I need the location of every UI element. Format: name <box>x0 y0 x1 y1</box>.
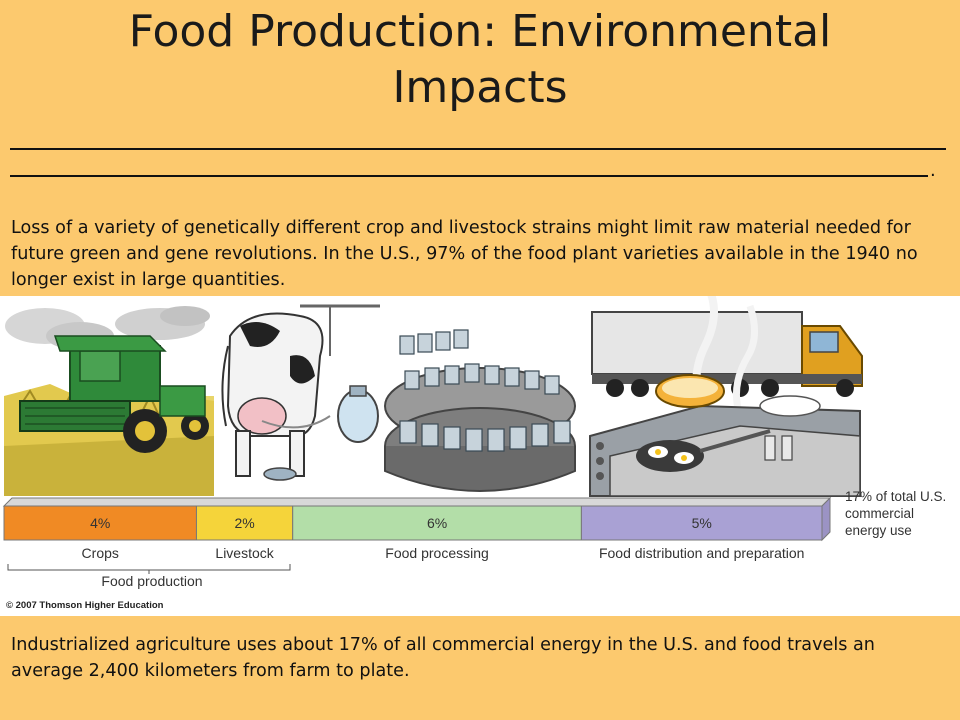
fill-in-blank-line-1 <box>10 148 946 150</box>
bar-segment-processing <box>292 505 582 541</box>
bar-top-face <box>2 497 832 507</box>
paragraph-energy-use: Industrialized agriculture uses about 17… <box>11 635 875 681</box>
paragraph-genetic-diversity: Loss of a variety of genetically differe… <box>11 218 918 290</box>
bar-value-label-livestock: 2% <box>234 515 254 531</box>
bar-category-label-crops: Crops <box>82 545 119 561</box>
bar-value-label-processing: 6% <box>427 515 447 531</box>
bar-category-label-distribution: Food distribution and preparation <box>599 545 804 561</box>
title-line-2: Impacts <box>392 62 568 113</box>
dairy-cow-illustration <box>218 304 380 494</box>
food-processing-illustration <box>384 329 576 492</box>
energy-use-figure: 4% Crops 2% Livestock 6% Food processing 5% Foo… <box>0 296 960 616</box>
bar-segment-distribution <box>580 505 823 541</box>
bar-segment-livestock <box>195 505 294 541</box>
combine-harvester-illustration <box>4 306 214 496</box>
bar-category-label-livestock: Livestock <box>215 545 274 561</box>
blank-period: . <box>930 160 936 181</box>
distribution-kitchen-illustration <box>589 296 863 497</box>
bar-segment-crops <box>3 505 197 541</box>
food-production-bracket <box>7 564 291 571</box>
total-label-line-1: 17% of total U.S. <box>845 489 946 504</box>
title-line-1: Food Production: Environmental <box>128 6 832 57</box>
fill-in-blank-line-2 <box>10 175 928 177</box>
bar-value-label-distribution: 5% <box>692 515 712 531</box>
bar-category-label-processing: Food processing <box>385 545 489 561</box>
bar-side-face <box>821 496 831 542</box>
energy-stacked-bar: 4% Crops 2% Livestock 6% Food processing 5% Foo… <box>2 496 832 561</box>
copyright-notice: © 2007 Thomson Higher Education <box>6 600 164 611</box>
food-production-label: Food production <box>101 573 202 589</box>
slide-title: Food Production: Environmental Impacts <box>0 4 960 116</box>
total-label-line-3: energy use <box>845 523 912 538</box>
bar-value-label-crops: 4% <box>90 515 110 531</box>
energy-figure-svg: 4% Crops 2% Livestock 6% Food processing 5% Foo… <box>2 296 946 589</box>
total-label-line-2: commercial <box>845 506 914 521</box>
